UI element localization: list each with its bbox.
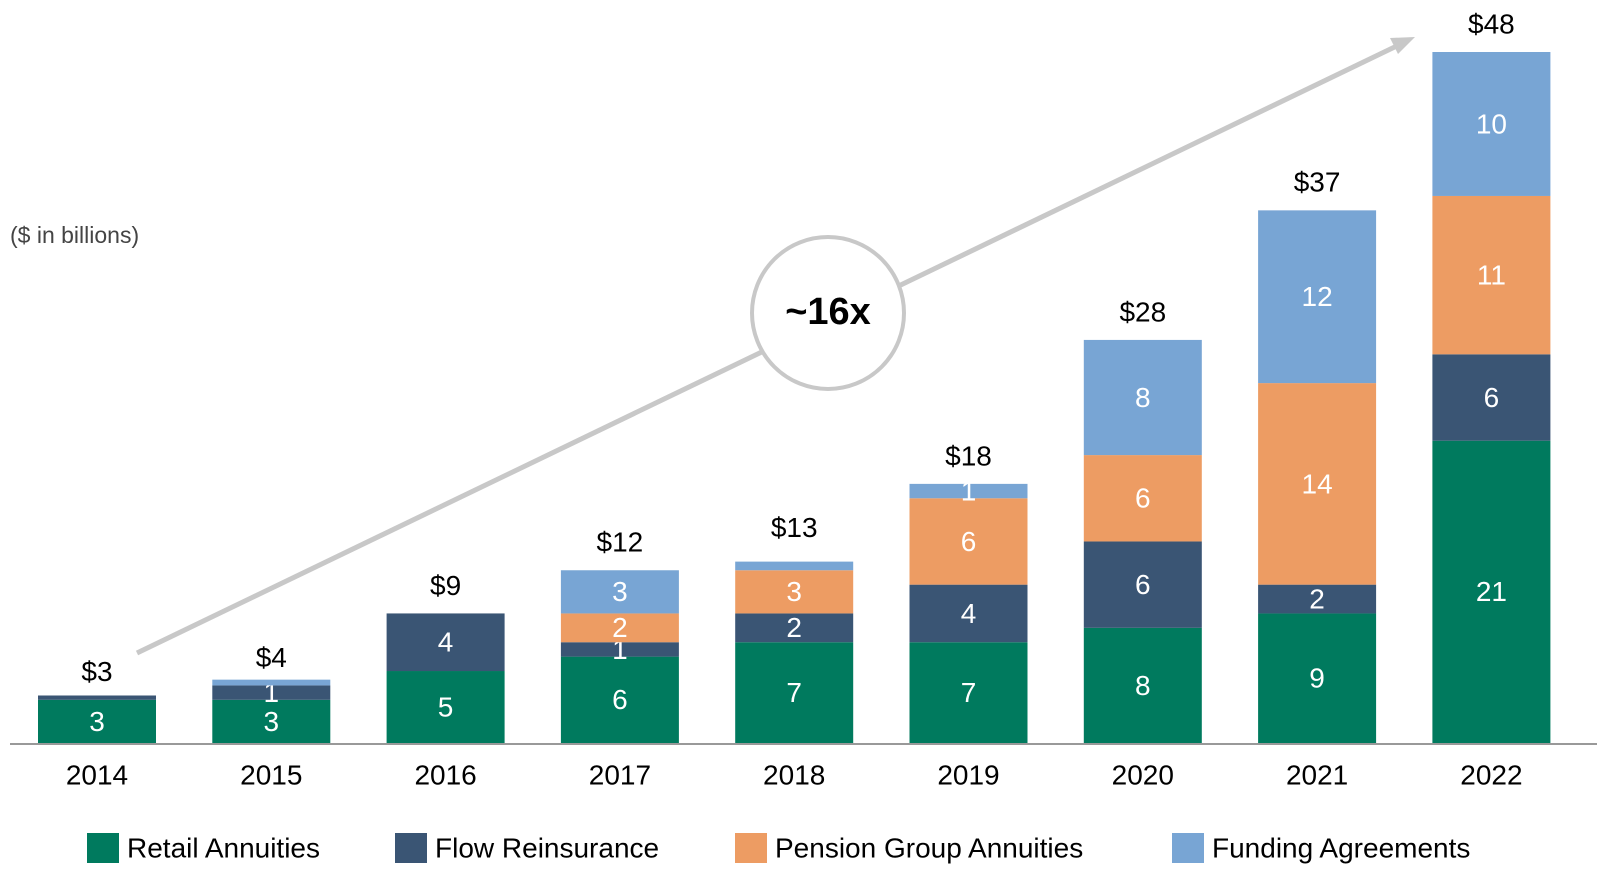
total-label: $3 xyxy=(81,656,112,687)
total-label: $28 xyxy=(1119,296,1166,327)
x-tick-label: 2017 xyxy=(589,759,651,790)
bar-segment xyxy=(560,656,679,743)
segment-label: 14 xyxy=(1302,468,1333,499)
segment-label: 3 xyxy=(264,706,280,737)
segment-label: 10 xyxy=(1476,108,1507,139)
total-label: $4 xyxy=(256,642,287,673)
segment-label: 8 xyxy=(1135,382,1151,413)
segment-label: 1 xyxy=(961,475,977,506)
segment-label: 11 xyxy=(1477,260,1506,291)
segment-label: 6 xyxy=(612,684,628,715)
total-label: $12 xyxy=(597,527,644,558)
bar-segment xyxy=(1258,210,1377,384)
total-label: $13 xyxy=(771,512,818,543)
bar-segment xyxy=(909,498,1028,585)
bar-segment xyxy=(1258,584,1377,614)
total-label: $48 xyxy=(1468,8,1515,39)
bar-segment xyxy=(1083,627,1202,743)
bar-segment xyxy=(1083,541,1202,628)
arrow-head xyxy=(1390,37,1415,54)
bar-segment xyxy=(386,671,505,743)
bar-segment xyxy=(735,561,854,571)
bar-segment xyxy=(735,642,854,743)
bar-segment xyxy=(735,613,854,643)
segment-label: 4 xyxy=(438,627,454,658)
segment-label: 21 xyxy=(1476,576,1507,607)
bar-segment xyxy=(560,570,679,614)
bar-segment xyxy=(1432,440,1551,743)
subtitle: ($ in billions) xyxy=(10,222,139,248)
x-tick-label: 2020 xyxy=(1112,759,1174,790)
bar-segment xyxy=(1083,339,1202,456)
total-label: $18 xyxy=(945,440,992,471)
segment-label: 6 xyxy=(1135,483,1151,514)
multiple-label: ~16x xyxy=(785,291,871,333)
segment-label: 8 xyxy=(1135,670,1151,701)
segment-label: 2 xyxy=(1309,583,1325,614)
segment-label: 3 xyxy=(89,706,105,737)
legend-label: Flow Reinsurance xyxy=(435,832,659,863)
segment-label: 3 xyxy=(612,576,628,607)
total-label: $9 xyxy=(430,570,461,601)
legend-swatch xyxy=(1172,833,1204,863)
segment-label: 4 xyxy=(961,598,977,629)
segment-label: 6 xyxy=(1484,382,1500,413)
bar-segment xyxy=(1258,383,1377,585)
x-tick-label: 2016 xyxy=(414,759,476,790)
bar-segment xyxy=(212,699,331,743)
x-tick-label: 2019 xyxy=(937,759,999,790)
x-tick-label: 2015 xyxy=(240,759,302,790)
bar-segment xyxy=(909,483,1028,499)
bar-segment xyxy=(1432,354,1551,441)
x-tick-label: 2014 xyxy=(66,759,128,790)
bar-segment xyxy=(1083,455,1202,542)
bar-segment xyxy=(38,699,156,743)
bar-segment xyxy=(1432,195,1551,355)
legend-label: Funding Agreements xyxy=(1212,832,1470,863)
legend-swatch xyxy=(395,833,427,863)
segment-label: 6 xyxy=(1135,569,1151,600)
legend-swatch xyxy=(87,833,119,863)
bar-segment xyxy=(212,679,331,686)
bar-segment xyxy=(909,584,1028,643)
bar-segment xyxy=(212,685,331,700)
x-tick-label: 2021 xyxy=(1286,759,1348,790)
multiple-circle xyxy=(750,235,906,391)
segment-label: 2 xyxy=(786,612,802,643)
segment-label: 3 xyxy=(786,576,802,607)
bar-segment xyxy=(1432,52,1551,196)
legend-label: Retail Annuities xyxy=(127,832,320,863)
segment-label: 5 xyxy=(438,691,454,722)
bar-segment xyxy=(560,613,679,643)
bar-segment xyxy=(735,570,854,614)
legend-label: Pension Group Annuities xyxy=(775,832,1083,863)
segment-label: 12 xyxy=(1302,281,1333,312)
bar-segment xyxy=(560,642,679,657)
segment-label: 7 xyxy=(961,677,977,708)
total-label: $37 xyxy=(1294,167,1341,198)
x-tick-label: 2022 xyxy=(1460,759,1522,790)
bar-segment xyxy=(38,695,156,700)
x-tick-label: 2018 xyxy=(763,759,825,790)
bar-segment xyxy=(909,642,1028,743)
segment-label: 7 xyxy=(786,677,802,708)
segment-label: 9 xyxy=(1309,663,1325,694)
bar-segment xyxy=(386,613,505,672)
legend-swatch xyxy=(735,833,767,863)
segment-label: 6 xyxy=(961,526,977,557)
bar-segment xyxy=(1258,613,1377,743)
segment-label: 2 xyxy=(612,612,628,643)
